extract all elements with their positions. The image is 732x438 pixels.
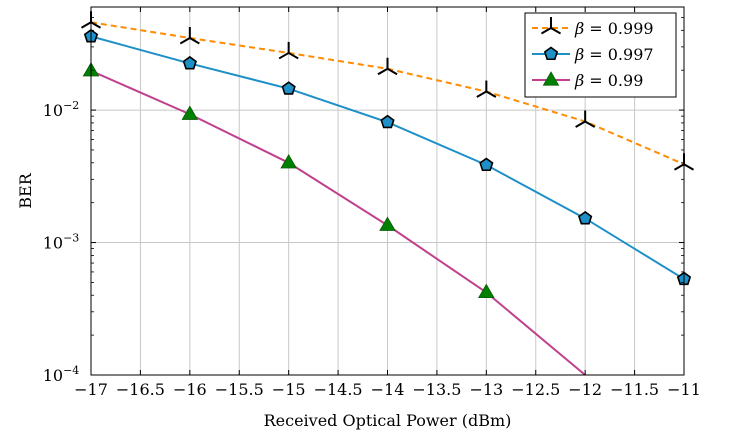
y-tick-exponent: −3 bbox=[63, 232, 79, 245]
data-point bbox=[280, 153, 297, 169]
data-point bbox=[182, 55, 197, 70]
legend-beta: β bbox=[574, 45, 584, 64]
x-tick-label: −12.5 bbox=[511, 380, 560, 399]
data-point bbox=[478, 283, 495, 299]
marker-arm bbox=[476, 90, 487, 98]
y-tick-label: 10−2 bbox=[43, 99, 80, 120]
marker-arm bbox=[90, 21, 102, 29]
legend-swatch-marker bbox=[543, 46, 559, 61]
data-point bbox=[578, 210, 593, 225]
marker-arm bbox=[550, 27, 562, 35]
x-tick-label: −16 bbox=[173, 380, 207, 399]
marker-arm bbox=[288, 52, 299, 60]
x-tick-label: −13.5 bbox=[412, 380, 461, 399]
x-tick-label: −16.5 bbox=[116, 380, 165, 399]
series-1 bbox=[83, 28, 692, 286]
data-point bbox=[479, 157, 494, 172]
x-tick-label: −15.5 bbox=[215, 380, 264, 399]
marker-arm bbox=[540, 27, 552, 35]
x-tick-label: −14.5 bbox=[314, 380, 363, 399]
marker-arm bbox=[80, 21, 92, 29]
marker-arm bbox=[683, 163, 695, 171]
x-tick-label: −15 bbox=[272, 380, 306, 399]
y-tick-label: 10−3 bbox=[43, 232, 80, 253]
data-point bbox=[575, 110, 596, 128]
legend-entry: β = 0.999 bbox=[574, 19, 654, 38]
legend: β = 0.999 β = 0.997 β = 0.99 bbox=[524, 12, 677, 98]
marker-arm bbox=[673, 163, 685, 171]
axis-ticks: −17 −16.5 −16 −15.5 −15 −14.5 −14 −13.5 −13 −12.5… bbox=[43, 6, 701, 399]
x-tick-label: −13 bbox=[469, 380, 503, 399]
x-tick-label: −11.5 bbox=[610, 380, 659, 399]
marker-arm bbox=[189, 37, 200, 45]
x-tick-label: −17 bbox=[74, 380, 108, 399]
marker-arm bbox=[278, 52, 290, 60]
y-tick-label: 10−4 bbox=[43, 364, 80, 385]
legend-swatch-marker bbox=[542, 71, 560, 86]
y-tick-base: 10 bbox=[43, 101, 63, 120]
marker-arm bbox=[485, 90, 497, 98]
marker-arm bbox=[179, 37, 191, 45]
data-point bbox=[281, 81, 296, 95]
legend-beta: β bbox=[574, 19, 584, 38]
legend-entry: β = 0.99 bbox=[574, 71, 643, 90]
y-tick-base: 10 bbox=[43, 366, 63, 385]
data-point bbox=[181, 105, 199, 120]
marker-arm bbox=[575, 120, 586, 128]
marker-arm bbox=[584, 120, 596, 128]
legend-swatch-marker bbox=[540, 17, 562, 35]
marker-arm bbox=[377, 67, 389, 76]
data-point bbox=[179, 27, 200, 45]
y-axis-label: BER bbox=[16, 172, 35, 208]
legend-value: = 0.99 bbox=[589, 71, 643, 90]
legend-beta: β bbox=[574, 71, 584, 90]
x-tick-label: −14 bbox=[371, 380, 405, 399]
y-tick-base: 10 bbox=[43, 234, 63, 253]
series-line bbox=[90, 69, 586, 376]
y-tick-exponent: −4 bbox=[63, 364, 79, 377]
data-point bbox=[379, 216, 396, 231]
series-layer bbox=[80, 11, 695, 376]
data-point bbox=[278, 41, 299, 60]
x-axis-label: Received Optical Power (dBm) bbox=[264, 411, 512, 430]
legend-value: = 0.997 bbox=[589, 45, 653, 64]
x-tick-label: −11 bbox=[667, 380, 701, 399]
legend-value: = 0.999 bbox=[589, 19, 653, 38]
data-point bbox=[377, 57, 398, 76]
data-point bbox=[476, 80, 497, 98]
y-tick-exponent: −2 bbox=[63, 99, 79, 112]
legend-entry: β = 0.997 bbox=[574, 45, 654, 64]
marker-arm bbox=[386, 67, 398, 76]
data-point bbox=[380, 114, 395, 129]
x-tick-label: −12 bbox=[568, 380, 602, 399]
